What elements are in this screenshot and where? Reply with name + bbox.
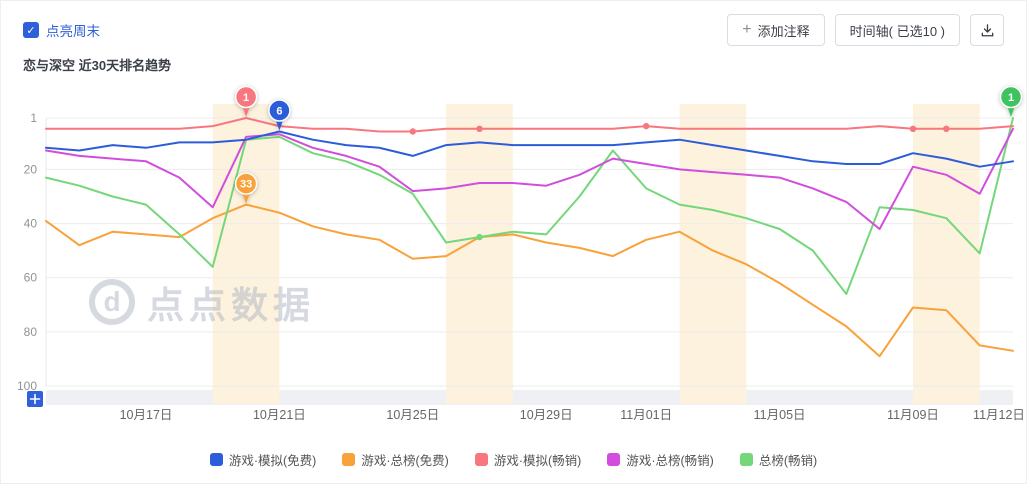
legend-label: 游戏·总榜(免费) [361, 454, 449, 468]
rank-marker-6[interactable]: 6 [268, 99, 291, 131]
download-icon [981, 23, 993, 36]
rank-marker-33[interactable]: 33 [234, 172, 258, 204]
legend-swatch [474, 453, 488, 466]
y-axis-label: 100 [17, 379, 37, 393]
legend-swatch [342, 453, 356, 466]
svg-text:1: 1 [1008, 92, 1014, 104]
legend-label: 总榜(畅销) [758, 454, 818, 468]
svg-text:1: 1 [243, 92, 249, 104]
chart-title: 恋与深空 近30天排名趋势 [23, 58, 172, 73]
legend-swatch [607, 453, 621, 466]
legend-label: 游戏·总榜(畅销) [626, 454, 714, 468]
legend-item-overall-grossing[interactable]: 游戏·总榜(畅销) [607, 450, 714, 469]
data-point-dot[interactable] [409, 128, 416, 135]
x-axis-label: 11月01日 [620, 408, 672, 422]
series-line-3[interactable] [45, 127, 1014, 230]
x-axis-label: 10月25日 [386, 408, 439, 422]
y-axis-label: 60 [24, 271, 38, 285]
legend-label: 游戏·模拟(免费) [228, 454, 317, 468]
timeline-button[interactable]: 时间轴( 已选10 ) [834, 14, 960, 46]
weekend-checkbox[interactable]: ✓ [23, 22, 39, 38]
data-point-dot[interactable] [943, 125, 950, 132]
y-axis-label: 20 [24, 162, 38, 176]
rank-marker-1[interactable]: 1 [999, 85, 1023, 118]
timeline-label: 时间轴( 已选10 ) [849, 23, 945, 39]
weekend-band [212, 104, 280, 404]
chart-legend: 游戏·模拟(免费) 游戏·总榜(免费) 游戏·模拟(畅销) 游戏·总榜(畅销) … [1, 450, 1026, 469]
series-line-2[interactable] [45, 117, 1014, 133]
weekend-toggle[interactable]: ✓ 点亮周末 [23, 20, 100, 40]
x-axis-label: 10月29日 [520, 408, 573, 422]
x-axis-label: 11月09日 [887, 408, 939, 422]
datazoom-strip[interactable] [46, 390, 1013, 405]
topbar: ✓ 点亮周末 + 添加注释 时间轴( 已选10 ) [1, 1, 1026, 46]
rank-marker-1[interactable]: 1 [234, 85, 258, 118]
trend-chart: 1 20 40 60 80 100 10月17日 10月21日 10月25日 10月29日 11月0… [17, 85, 1025, 422]
legend-swatch [739, 453, 753, 466]
y-axis-label: 40 [24, 217, 38, 231]
legend-item-sim-free[interactable]: 游戏·模拟(免费) [209, 450, 317, 469]
y-axis-label: 1 [30, 111, 37, 125]
weekend-toggle-label: 点亮周末 [46, 24, 100, 39]
x-axis-label: 11月12日 [973, 408, 1025, 422]
series-line-1[interactable] [45, 203, 1014, 358]
add-annotation-button[interactable]: + 添加注释 [727, 14, 825, 46]
data-point-dot[interactable] [643, 122, 650, 130]
legend-item-overall-free[interactable]: 游戏·总榜(免费) [342, 450, 449, 469]
x-axis-label: 10月21日 [253, 408, 306, 422]
weekend-band [913, 104, 980, 404]
legend-label: 游戏·模拟(畅销) [493, 454, 582, 468]
series-line-4[interactable] [45, 117, 1014, 295]
x-axis-label: 11月05日 [754, 408, 806, 422]
legend-swatch [209, 453, 223, 466]
data-point-dot[interactable] [476, 125, 483, 132]
download-button[interactable] [970, 14, 1004, 46]
legend-item-all-grossing[interactable]: 总榜(畅销) [739, 450, 818, 469]
add-annotation-label: 添加注释 [757, 23, 810, 39]
zoom-plus-button[interactable] [27, 391, 43, 407]
svg-text:6: 6 [276, 106, 282, 118]
data-point-dot[interactable] [909, 125, 917, 132]
y-axis-label: 80 [24, 325, 38, 339]
series-line-0[interactable] [45, 130, 1014, 168]
legend-item-sim-grossing[interactable]: 游戏·模拟(畅销) [474, 450, 582, 469]
weekend-band [446, 104, 513, 404]
svg-text:33: 33 [240, 179, 252, 191]
data-point-dot[interactable] [476, 233, 483, 241]
topbar-actions: + 添加注释 时间轴( 已选10 ) [727, 14, 1004, 46]
x-axis-label: 10月17日 [120, 408, 173, 422]
plus-icon: + [742, 21, 752, 38]
weekend-band [679, 104, 747, 404]
